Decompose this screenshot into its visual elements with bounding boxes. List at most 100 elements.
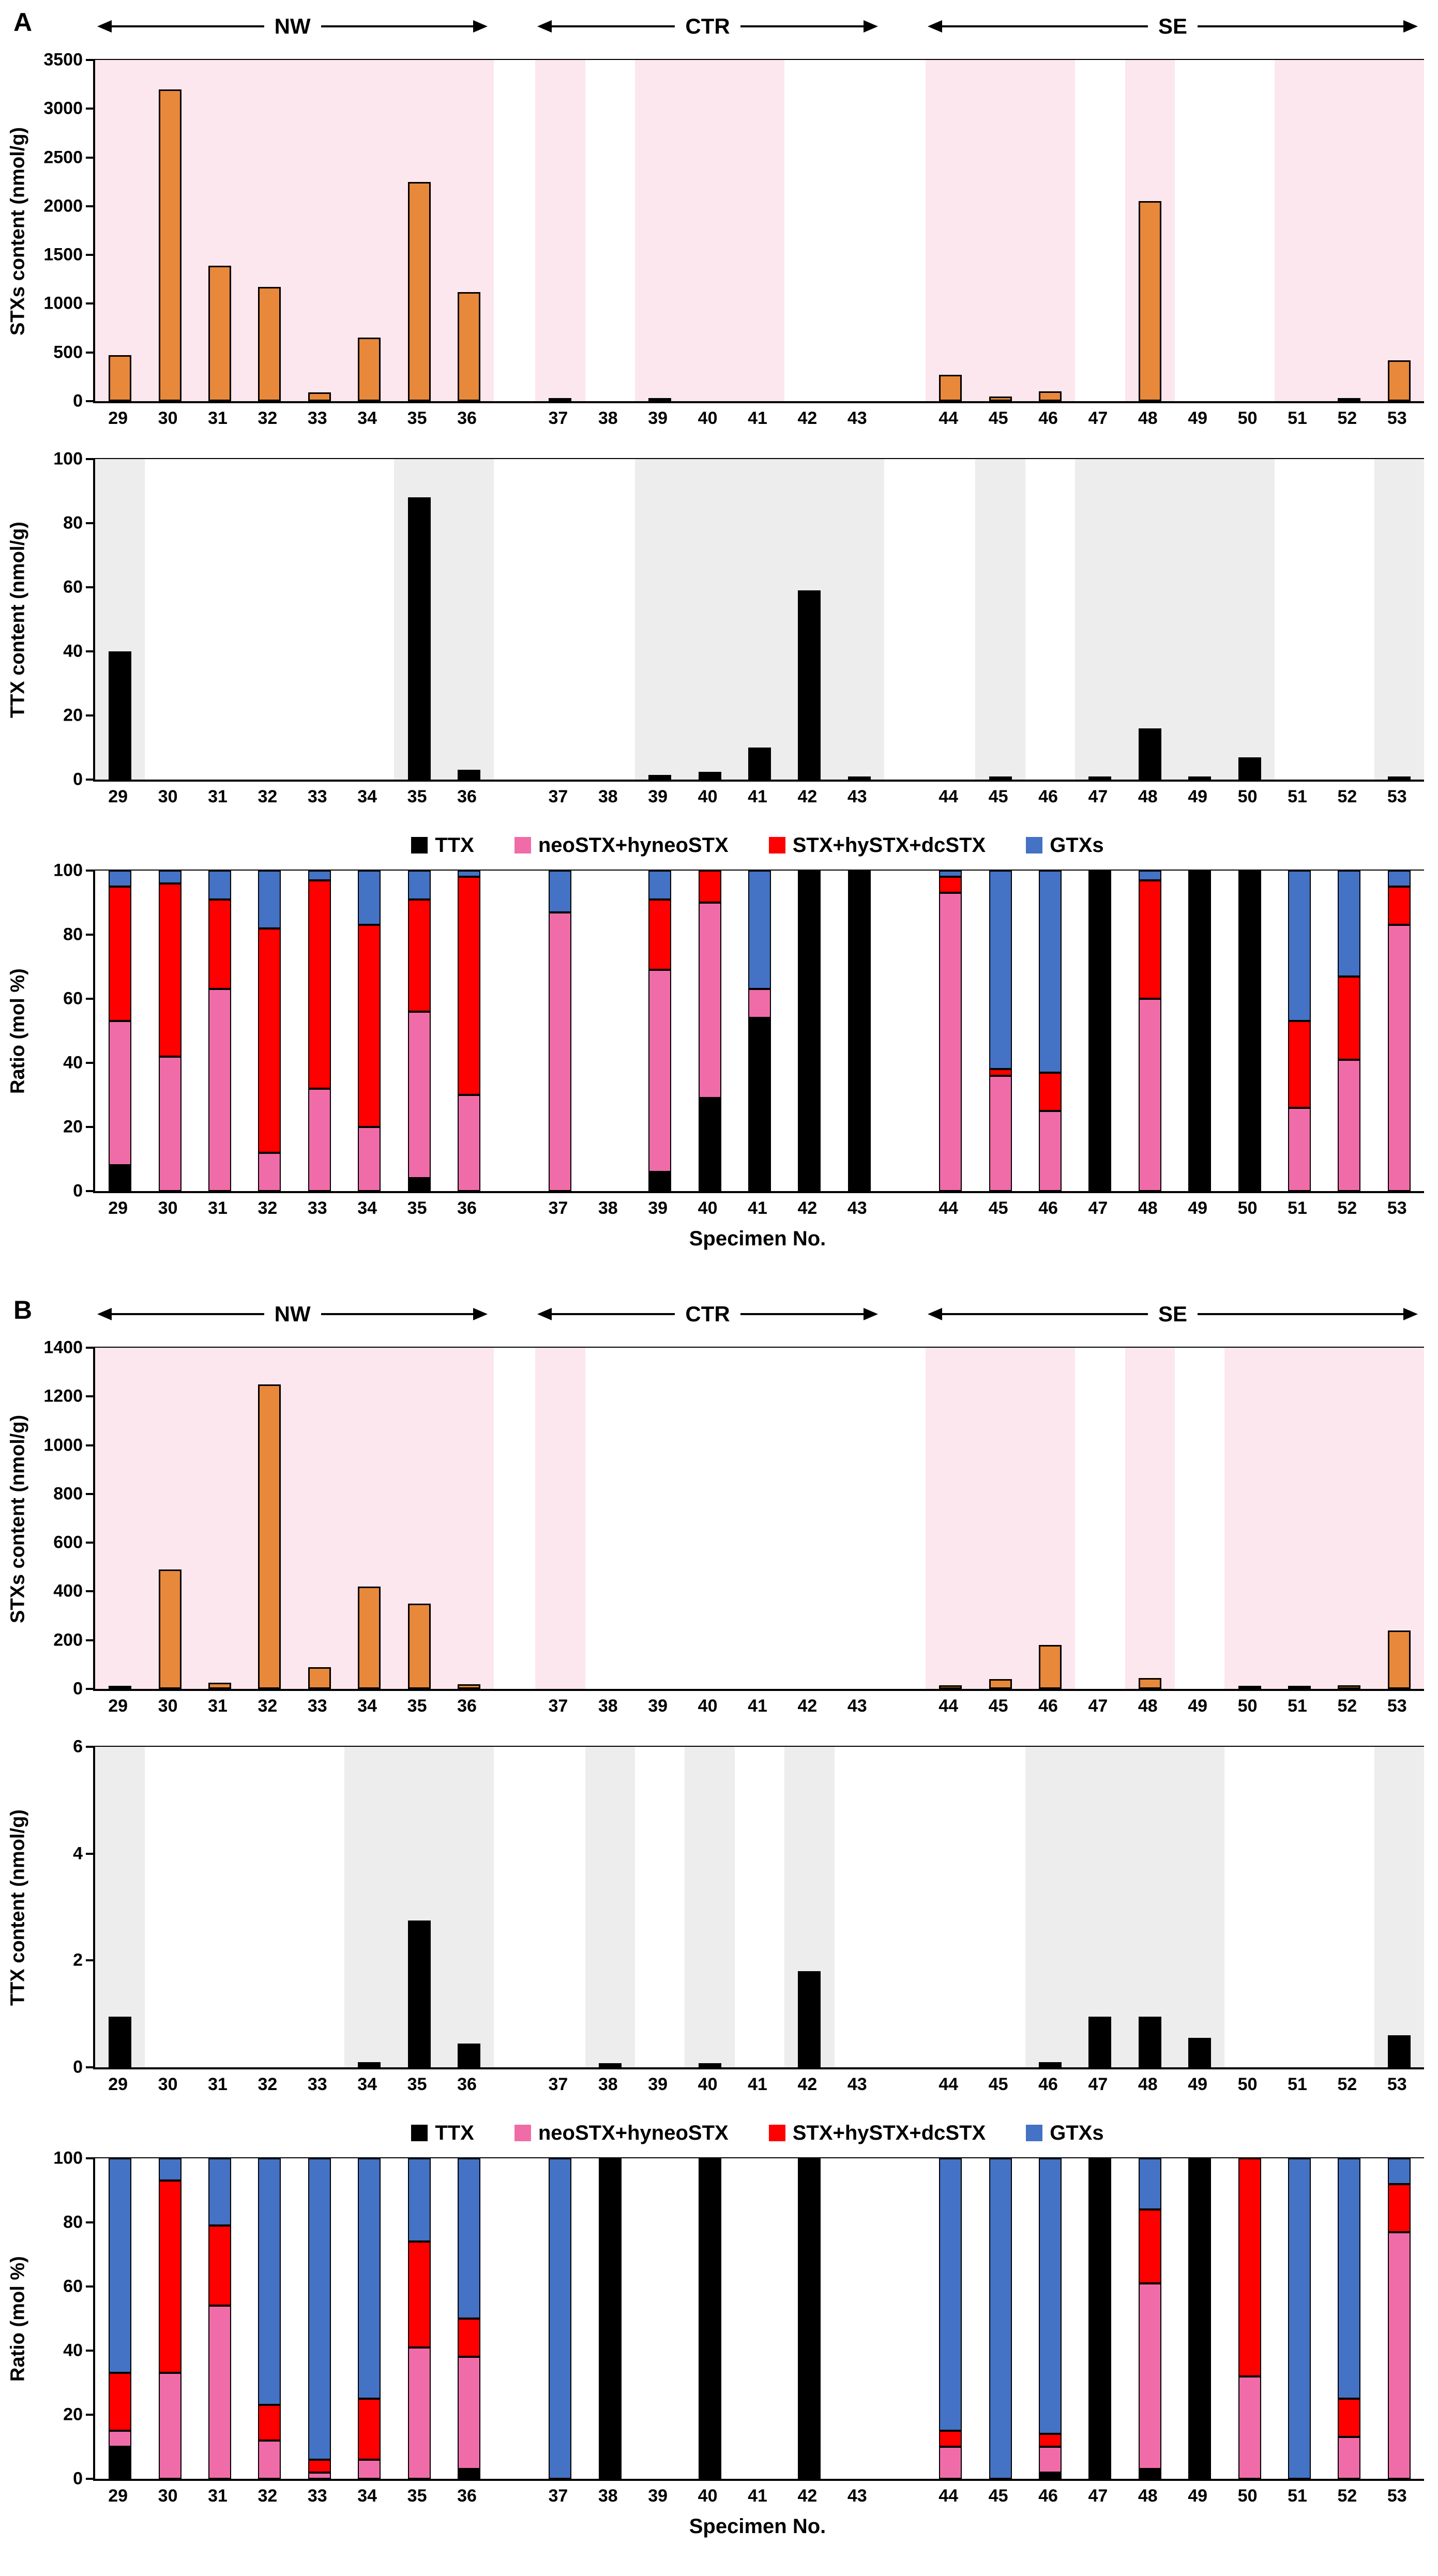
bar-segment-neostx-hyneostx (308, 1088, 331, 1191)
bar-segment-gtxs (1387, 2158, 1411, 2184)
x-tick-label: 31 (208, 1696, 228, 1716)
bar-specimen-35 (407, 181, 431, 401)
y-tick-label: 2500 (43, 147, 83, 167)
y-tick-label: 1000 (43, 293, 83, 313)
arrow-line (740, 25, 864, 27)
x-tick-label: 45 (988, 1198, 1008, 1218)
chart-stx-content-b: STXs content (nmol/g) 0 200 400 600 800 1000 1… (0, 1338, 1438, 1722)
arrowhead-left-icon (537, 1308, 552, 1320)
x-axis-labels: 29 30 31 32 33 34 35 36 37 38 39 40 41 42 43 44 45 46 47 48… (93, 2481, 1422, 2512)
plot-area (93, 59, 1424, 403)
y-tick-mark (86, 2221, 93, 2223)
arrow-line (321, 25, 474, 27)
shaded-region (685, 1747, 735, 2067)
bar-specimen-29 (109, 1686, 132, 1689)
y-tick-mark (86, 2157, 93, 2159)
panel-b: B NW CTR SE STXs content (nmol/g) 0 200 400 6… (0, 1288, 1438, 2575)
bar-segment-neostx-hyneostx (258, 1152, 281, 1191)
x-tick-label: 42 (797, 408, 818, 428)
bar-segment-stx-hystx-dcstx (407, 899, 431, 1012)
legend-item: STX+hySTX+dcSTX (768, 2122, 986, 2145)
y-tick-label: 20 (63, 2404, 83, 2425)
bar-segment-stx-hystx-dcstx (1288, 1021, 1311, 1108)
x-tick-label: 32 (258, 2075, 278, 2094)
x-tick-label: 32 (258, 1198, 278, 1218)
bar-segment-ttx (598, 2158, 622, 2479)
y-tick-label: 1400 (43, 1337, 83, 1358)
y-tick-mark (86, 1347, 93, 1349)
arrowhead-left-icon (928, 1308, 942, 1320)
x-tick-label: 34 (357, 408, 377, 428)
x-tick-label: 39 (648, 1198, 668, 1218)
legend: TTX neoSTX+hyneoSTX STX+hySTX+dcSTX GTXs (93, 827, 1422, 863)
x-tick-label: 41 (748, 787, 767, 806)
arrowhead-right-icon (863, 1308, 878, 1320)
bar-segment-ttx (798, 2158, 821, 2479)
x-tick-label: 48 (1138, 2486, 1158, 2506)
bar-specimen-41 (748, 748, 771, 780)
x-tick-label: 36 (457, 408, 477, 428)
bar-specimen-33 (308, 392, 331, 401)
x-tick-label: 46 (1038, 1696, 1058, 1716)
bar-specimen-35 (407, 1920, 431, 2067)
bar-specimen-50 (1238, 1686, 1261, 1689)
bar-segment-stx-hystx-dcstx (358, 2399, 381, 2460)
arrowhead-left-icon (97, 20, 112, 33)
bar-specimen-44 (939, 375, 962, 401)
y-tick-mark (86, 779, 93, 781)
shaded-region (1025, 1747, 1225, 2067)
bar-segment-neostx-hyneostx (1039, 2447, 1062, 2473)
bar-specimen-37 (549, 398, 572, 401)
x-tick-label: 38 (598, 2075, 618, 2094)
x-tick-label: 34 (357, 1198, 377, 1218)
bar-specimen-29 (109, 651, 132, 780)
bar-segment-neostx-hyneostx (208, 2306, 231, 2479)
region-arrow-nw: NW (97, 14, 488, 38)
region-arrow-nw: NW (97, 1302, 488, 1326)
bar-segment-neostx-hyneostx (648, 970, 672, 1172)
bar-specimen-45 (989, 396, 1012, 401)
bar-specimen-48 (1138, 1678, 1161, 1689)
region-label: SE (1158, 1302, 1188, 1326)
y-tick-mark (86, 2414, 93, 2416)
bar-segment-neostx-hyneostx (109, 2431, 132, 2447)
bar-segment-neostx-hyneostx (158, 1056, 181, 1191)
region-label: NW (274, 14, 311, 38)
bar-specimen-42 (798, 590, 821, 780)
x-axis-labels: 29 30 31 32 33 34 35 36 37 38 39 40 41 42 43 44 45 46 47 48… (93, 403, 1422, 434)
x-tick-label: 43 (847, 787, 867, 806)
region-arrow-se: SE (928, 14, 1418, 38)
bar-segment-stx-hystx-dcstx (1338, 2399, 1361, 2437)
bar-specimen-47 (1088, 776, 1112, 780)
x-tick-label: 48 (1138, 1696, 1158, 1716)
y-tick-label: 2 (73, 1950, 83, 1970)
bar-specimen-44 (939, 1685, 962, 1689)
shaded-region (1374, 1747, 1424, 2067)
bar-segment-gtxs (748, 871, 771, 989)
x-tick-label: 49 (1188, 787, 1208, 806)
bar-segment-ttx (458, 2469, 480, 2479)
x-tick-label: 50 (1237, 1198, 1258, 1218)
x-tick-label: 49 (1188, 1696, 1208, 1716)
bar-segment-gtxs (1288, 871, 1311, 1022)
x-tick-label: 39 (648, 2486, 668, 2506)
x-tick-label: 45 (988, 1696, 1008, 1716)
bar-segment-stx-hystx-dcstx (458, 877, 480, 1095)
bar-segment-stx-hystx-dcstx (308, 2459, 331, 2473)
x-tick-label: 46 (1038, 2486, 1058, 2506)
x-tick-label: 40 (698, 1198, 718, 1218)
bar-specimen-34 (358, 338, 381, 401)
x-tick-label: 40 (698, 787, 718, 806)
x-tick-label: 48 (1138, 408, 1158, 428)
y-tick-label: 100 (53, 860, 83, 880)
y-tick-mark (86, 205, 93, 207)
y-tick-mark (86, 1395, 93, 1398)
arrow-line (1198, 25, 1403, 27)
legend-label: STX+hySTX+dcSTX (792, 833, 986, 857)
x-tick-label: 48 (1138, 1198, 1158, 1218)
bar-segment-stx-hystx-dcstx (648, 899, 672, 970)
bar-specimen-29 (109, 2016, 132, 2067)
bar-specimen-53 (1387, 776, 1411, 780)
bar-segment-neostx-hyneostx (358, 2459, 381, 2479)
x-tick-label: 52 (1337, 2075, 1357, 2094)
